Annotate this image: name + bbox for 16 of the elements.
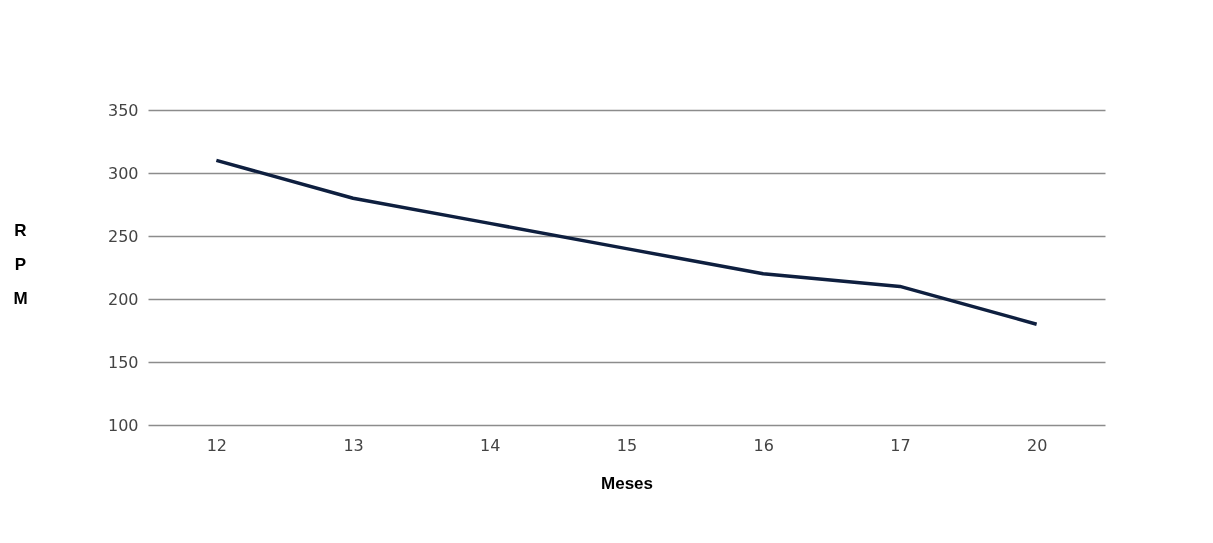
x-tick-label: 12 (206, 435, 228, 455)
y-tick-label: 200 (107, 289, 139, 309)
y-tick-label: 100 (107, 415, 139, 435)
x-tick-label: 15 (616, 435, 638, 455)
y-axis-title: RPM (13, 220, 28, 308)
y-tick-label: 350 (107, 100, 139, 120)
y-tick-label: 250 (107, 226, 139, 246)
x-tick-label: 14 (480, 435, 501, 455)
y-tick-label: 150 (107, 352, 139, 372)
x-tick-label: 16 (753, 435, 774, 455)
x-tick-label: 20 (1026, 435, 1048, 455)
x-tick-label: 17 (890, 435, 911, 455)
line-series (214, 158, 1039, 326)
x-tick-label: 13 (343, 435, 364, 455)
y-tick-label: 300 (107, 163, 139, 183)
x-axis-title: Meses (601, 473, 653, 493)
